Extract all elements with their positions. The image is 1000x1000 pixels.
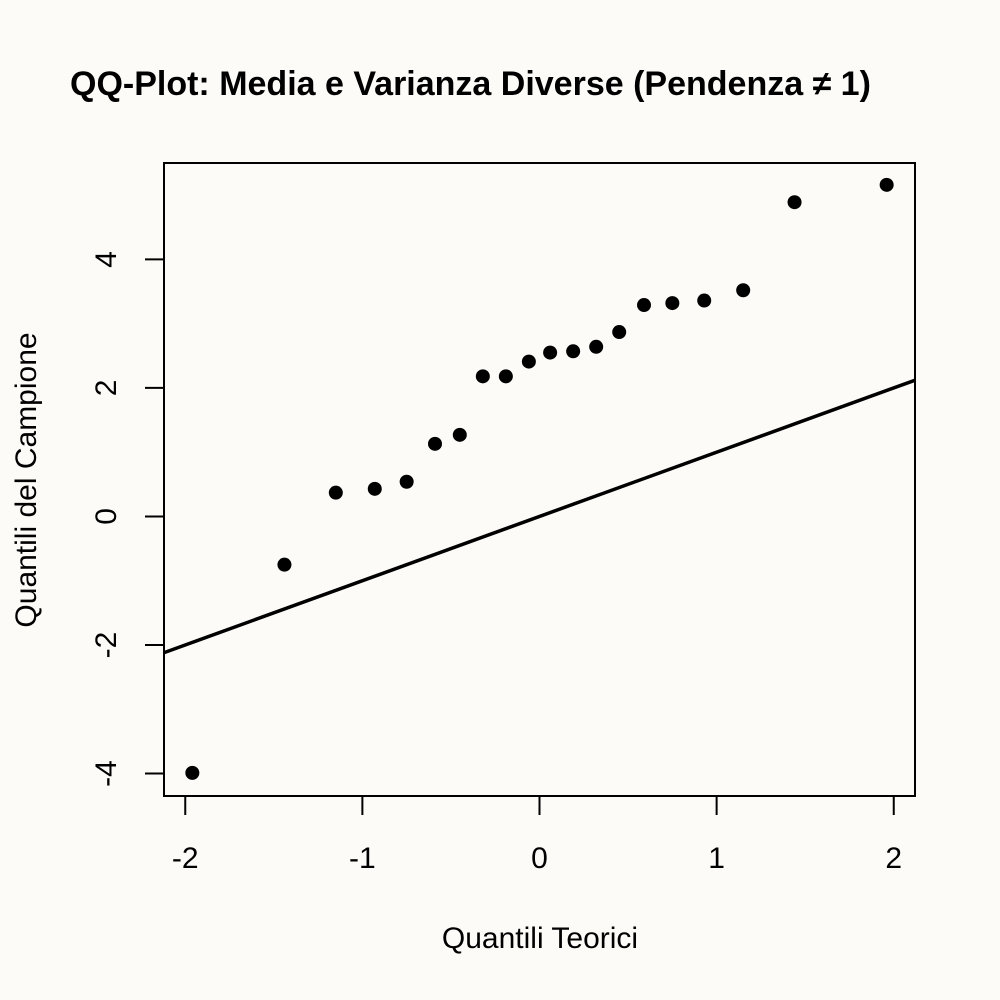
- y-tick-label: 4: [90, 251, 123, 268]
- data-point: [328, 485, 343, 500]
- x-tick-label: 1: [708, 842, 725, 875]
- reference-line: [164, 378, 915, 655]
- data-point: [612, 325, 627, 340]
- x-tick-label: -2: [172, 842, 199, 875]
- data-point: [185, 765, 200, 780]
- data-point: [697, 293, 712, 308]
- data-point: [787, 195, 802, 210]
- y-tick-label: -2: [90, 632, 123, 659]
- data-point: [427, 436, 442, 451]
- x-axis-label: Quantili Teorici: [442, 922, 638, 955]
- data-point: [637, 298, 652, 313]
- data-point: [566, 344, 581, 359]
- y-tick-label: -4: [90, 760, 123, 787]
- data-point: [399, 474, 414, 489]
- data-point: [543, 345, 558, 360]
- x-tick-label: 2: [885, 842, 902, 875]
- x-tick-label: -1: [349, 842, 376, 875]
- data-point: [521, 354, 536, 369]
- x-tick-label: 0: [531, 842, 548, 875]
- data-point: [665, 296, 680, 311]
- y-tick-label: 0: [90, 508, 123, 525]
- data-point: [879, 177, 894, 192]
- y-axis-label: Quantili del Campione: [10, 332, 43, 627]
- data-point: [498, 369, 513, 384]
- data-point: [475, 369, 490, 384]
- y-tick-label: 2: [90, 380, 123, 397]
- data-point: [452, 427, 467, 442]
- chart-title: QQ-Plot: Media e Varianza Diverse (Pende…: [70, 65, 871, 103]
- data-point: [277, 557, 292, 572]
- data-point: [589, 339, 604, 354]
- data-point: [736, 283, 751, 298]
- data-point: [367, 481, 382, 496]
